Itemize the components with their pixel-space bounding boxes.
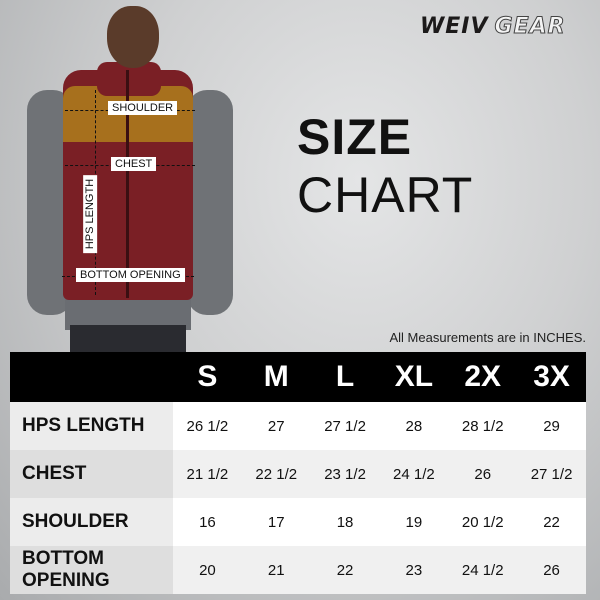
measurement-cell: 26 [448, 450, 518, 498]
measurement-cell: 27 [241, 402, 311, 450]
logo-part1: WEIV [420, 14, 489, 39]
size-table: S M L XL 2X 3X HPS LENGTH 26 1/2 27 27 1/2 2… [10, 352, 586, 594]
hps-length-label: HPS LENGTH [83, 174, 98, 254]
measurement-cell: 21 [241, 546, 311, 594]
table-row: BOTTOM OPENING 20 21 22 23 24 1/2 26 [10, 546, 586, 594]
chest-label: CHEST [111, 157, 157, 171]
size-s: S [173, 352, 242, 402]
size-l: L [310, 352, 380, 402]
size-m: M [241, 352, 311, 402]
measurement-cell: 20 [173, 546, 242, 594]
table-row: CHEST 21 1/2 22 1/2 23 1/2 24 1/2 26 27 1/2 [10, 450, 586, 498]
model-photo [25, 0, 235, 352]
table-row: SHOULDER 16 17 18 19 20 1/2 22 [10, 498, 586, 546]
logo-part2: GEAR [494, 14, 566, 40]
size-3x: 3X [517, 352, 586, 402]
measurement-cell: 29 [517, 402, 586, 450]
size-header-row: S M L XL 2X 3X [10, 352, 586, 402]
size-2x: 2X [448, 352, 518, 402]
row-label: HPS LENGTH [10, 402, 173, 450]
measurement-cell: 27 1/2 [310, 402, 380, 450]
zipper [126, 70, 129, 298]
measurement-cell: 20 1/2 [448, 498, 518, 546]
model-head [107, 6, 159, 68]
table-row: HPS LENGTH 26 1/2 27 27 1/2 28 28 1/2 29 [10, 402, 586, 450]
page-title: SIZE CHART [297, 108, 600, 224]
pants [70, 325, 186, 352]
measurement-cell: 22 [517, 498, 586, 546]
measurement-cell: 27 1/2 [517, 450, 586, 498]
measurement-cell: 16 [173, 498, 242, 546]
measurement-cell: 28 [379, 402, 449, 450]
title-bold: SIZE [297, 109, 413, 165]
measurement-cell: 26 [517, 546, 586, 594]
title-regular: CHART [297, 167, 474, 223]
measurement-cell: 26 1/2 [173, 402, 242, 450]
right-sleeve [187, 90, 233, 315]
measurement-cell: 18 [310, 498, 380, 546]
measurement-cell: 17 [241, 498, 311, 546]
measurement-cell: 24 1/2 [448, 546, 518, 594]
measurement-cell: 23 1/2 [310, 450, 380, 498]
measurement-cell: 21 1/2 [173, 450, 242, 498]
shoulder-label: SHOULDER [108, 101, 178, 115]
measurement-cell: 22 1/2 [241, 450, 311, 498]
measurement-cell: 24 1/2 [379, 450, 449, 498]
brand-logo: WEIV GEAR [420, 14, 566, 40]
measurement-cell: 28 1/2 [448, 402, 518, 450]
row-label: CHEST [10, 450, 173, 498]
measurement-cell: 23 [379, 546, 449, 594]
measurement-note: All Measurements are in INCHES. [389, 330, 586, 345]
measurement-cell: 19 [379, 498, 449, 546]
bottom-opening-label: BOTTOM OPENING [76, 268, 185, 282]
size-xl: XL [379, 352, 449, 402]
row-label: SHOULDER [10, 498, 173, 546]
row-label: BOTTOM OPENING [10, 546, 173, 594]
header-corner [10, 352, 173, 402]
measurement-cell: 22 [310, 546, 380, 594]
